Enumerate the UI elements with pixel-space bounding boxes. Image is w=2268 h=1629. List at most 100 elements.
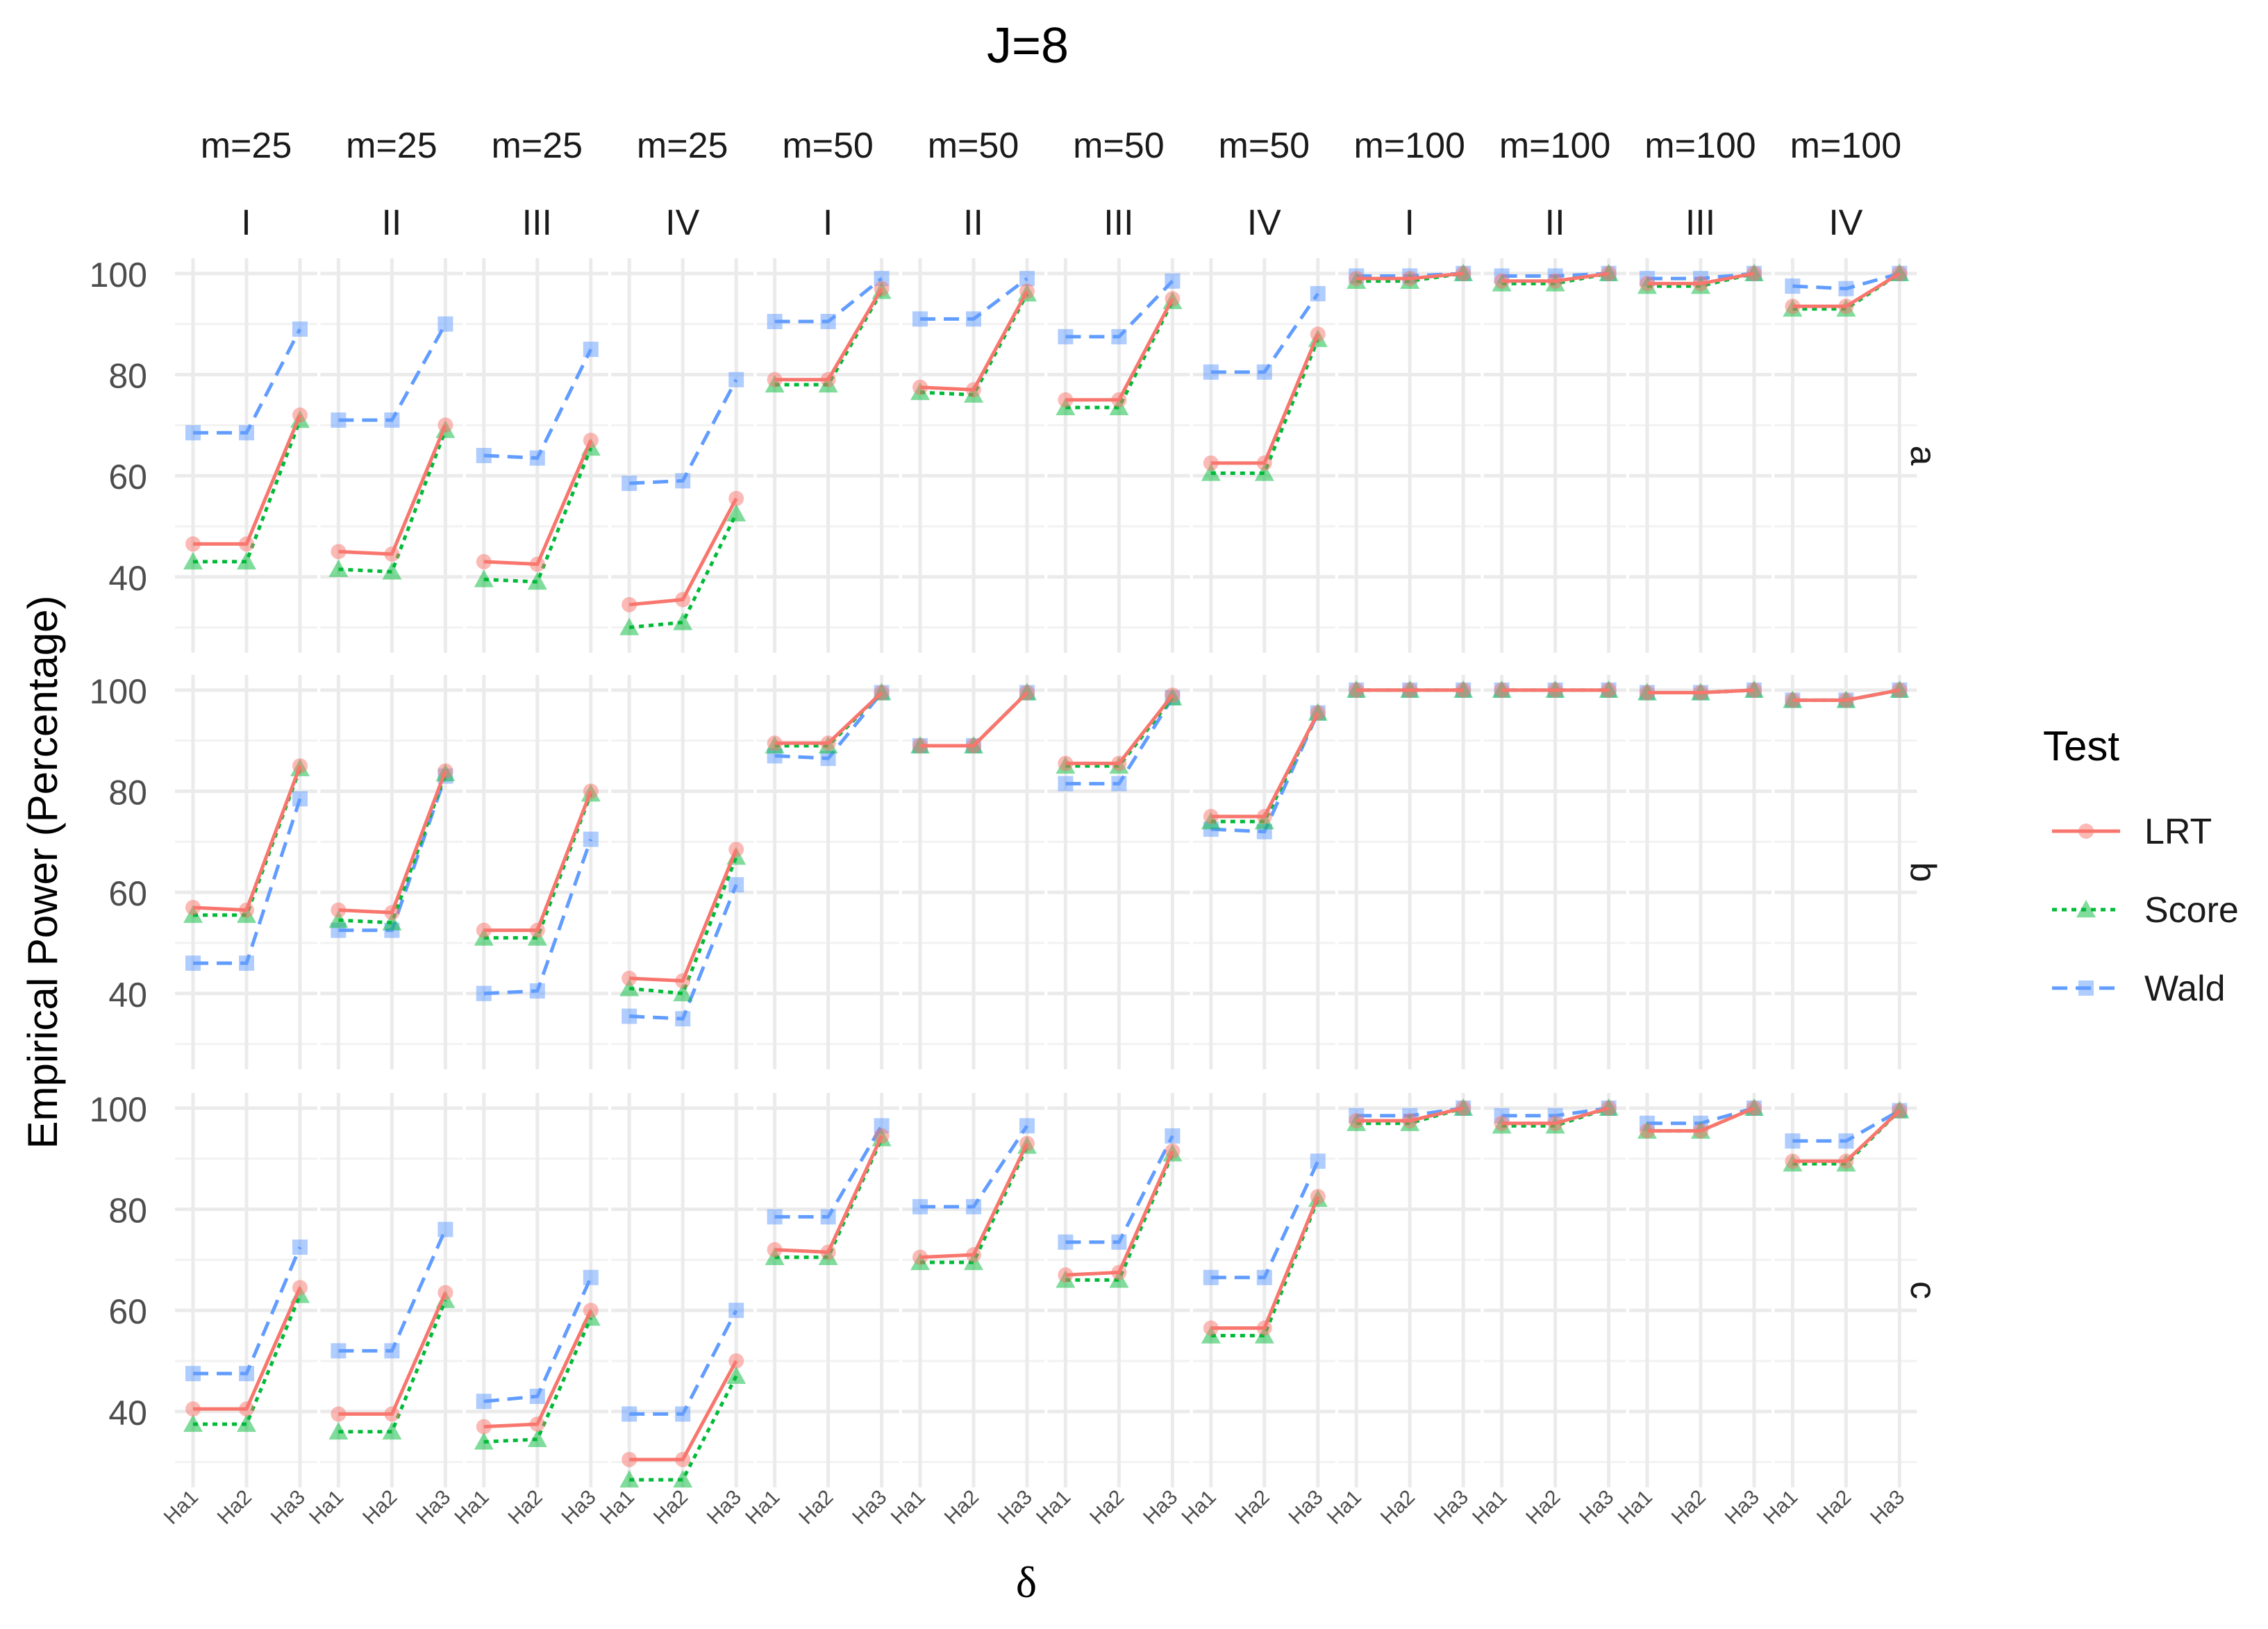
point-wald: [1111, 1234, 1127, 1250]
point-wald: [529, 1388, 545, 1404]
row-strip-label: b: [1903, 862, 1943, 883]
point-lrt: [1310, 705, 1326, 721]
point-lrt: [1693, 1123, 1708, 1139]
point-lrt: [1111, 755, 1127, 771]
point-lrt: [1693, 685, 1708, 701]
x-axis-title: δ: [1016, 1557, 1037, 1607]
point-lrt: [1019, 1135, 1035, 1151]
chart-title: J=8: [987, 18, 1069, 74]
series-line-score: [483, 447, 593, 584]
point-lrt: [1058, 755, 1074, 771]
point-lrt: [1547, 1115, 1563, 1131]
point-wald: [1019, 1118, 1035, 1134]
point-lrt: [1402, 682, 1418, 698]
point-score: [328, 559, 349, 578]
point-lrt: [675, 592, 691, 608]
point-wald: [728, 877, 744, 893]
point-wald: [1111, 776, 1127, 792]
point-wald: [529, 450, 545, 466]
point-score: [619, 617, 640, 635]
point-lrt: [966, 382, 981, 398]
point-lrt: [1111, 392, 1127, 408]
column-strip-label: m=50: [928, 126, 1019, 166]
point-lrt: [331, 902, 347, 918]
point-lrt: [1019, 283, 1035, 299]
point-lrt: [767, 735, 783, 751]
point-wald: [583, 831, 599, 847]
point-lrt: [1838, 692, 1854, 708]
point-wald: [1838, 281, 1854, 296]
point-lrt: [239, 1401, 254, 1417]
column-strip-label: IV: [1247, 203, 1281, 243]
point-wald: [820, 314, 836, 330]
point-lrt: [384, 1406, 400, 1422]
point-wald: [1310, 1153, 1326, 1169]
point-wald: [476, 985, 492, 1001]
point-wald: [1203, 364, 1219, 380]
point-lrt: [1111, 1264, 1127, 1280]
point-wald: [239, 1366, 254, 1382]
y-tick-label: 40: [108, 976, 147, 1014]
column-strip-label: III: [522, 203, 552, 243]
point-lrt: [1058, 1267, 1074, 1283]
point-wald: [583, 1269, 599, 1285]
point-score: [2076, 900, 2096, 918]
point-lrt: [1165, 291, 1181, 307]
point-wald: [622, 476, 637, 492]
column-strip-label: I: [823, 203, 833, 243]
point-score: [726, 1366, 747, 1384]
point-wald: [728, 371, 744, 387]
point-lrt: [185, 899, 201, 915]
point-lrt: [239, 536, 254, 552]
point-lrt: [529, 1416, 545, 1432]
point-wald: [1019, 271, 1035, 287]
point-lrt: [384, 546, 400, 562]
point-lrt: [1349, 682, 1365, 698]
point-lrt: [1785, 299, 1801, 315]
point-wald: [767, 1209, 783, 1225]
point-lrt: [1547, 682, 1563, 698]
column-strip-label: m=50: [782, 126, 874, 166]
y-tick-label: 60: [108, 1292, 147, 1331]
legend-title: Test: [2043, 723, 2119, 769]
point-lrt: [1494, 1115, 1510, 1131]
point-score: [527, 1429, 547, 1448]
point-wald: [185, 955, 201, 971]
y-tick-label: 60: [108, 874, 147, 913]
point-lrt: [1456, 1100, 1471, 1116]
point-score: [382, 562, 402, 580]
point-lrt: [1310, 1189, 1326, 1205]
point-lrt: [1693, 276, 1708, 292]
point-lrt: [1601, 682, 1617, 698]
point-lrt: [437, 1285, 453, 1301]
y-tick-label: 100: [90, 256, 147, 294]
point-lrt: [622, 970, 637, 986]
point-wald: [912, 1198, 928, 1214]
point-lrt: [583, 433, 599, 449]
point-wald: [239, 425, 254, 441]
column-strip-label: m=50: [1219, 126, 1310, 166]
legend-label: LRT: [2144, 812, 2212, 852]
point-lrt: [1601, 1100, 1617, 1116]
point-wald: [820, 751, 836, 767]
point-wald: [1785, 1133, 1801, 1149]
point-lrt: [675, 1451, 691, 1467]
point-lrt: [1785, 1153, 1801, 1169]
point-lrt: [622, 596, 637, 612]
point-score: [237, 551, 256, 570]
point-wald: [966, 1198, 981, 1214]
point-lrt: [583, 783, 599, 799]
point-lrt: [1640, 276, 1655, 292]
column-strip-label: II: [381, 203, 401, 243]
point-score: [673, 612, 693, 630]
column-strip-label: m=50: [1073, 126, 1165, 166]
point-wald: [1165, 273, 1181, 289]
point-lrt: [1494, 682, 1510, 698]
point-wald: [1058, 776, 1074, 792]
point-score: [382, 1421, 402, 1440]
point-lrt: [1547, 273, 1563, 289]
point-lrt: [185, 536, 201, 552]
column-strip-label: m=100: [1499, 126, 1610, 166]
point-wald: [1256, 1269, 1272, 1285]
